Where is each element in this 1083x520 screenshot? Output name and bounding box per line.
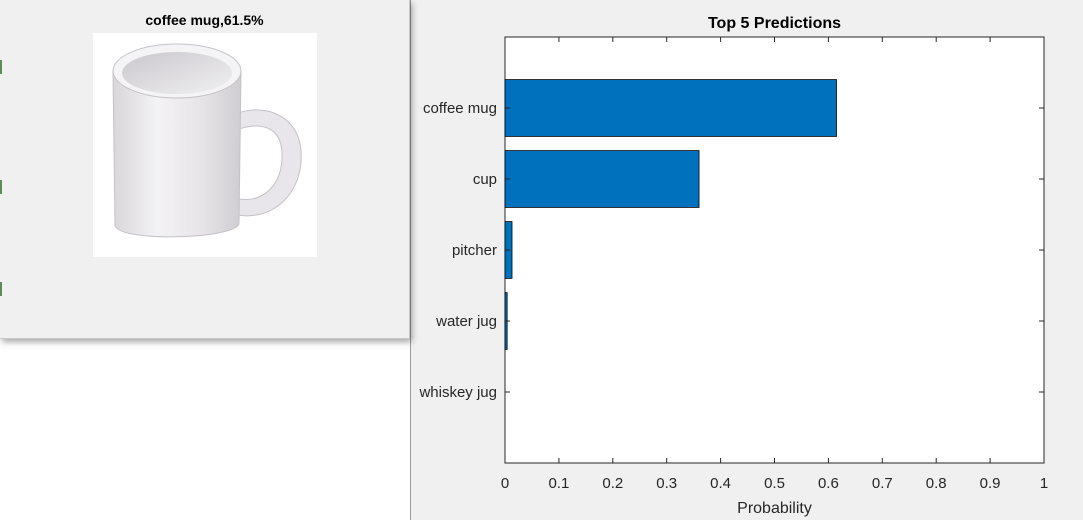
y-tick-label: pitcher	[452, 242, 497, 259]
window-edge-marker	[0, 180, 2, 194]
bars-group	[504, 79, 837, 350]
x-tick-label: 0.2	[602, 475, 623, 492]
y-tick-label: whiskey jug	[418, 384, 497, 401]
y-tick-label: water jug	[435, 313, 497, 330]
mug-picture	[112, 43, 302, 238]
y-tick-label: cup	[473, 171, 497, 188]
mug-image	[93, 33, 317, 257]
ticks-group	[504, 37, 1045, 463]
bar-coffee-mug	[504, 79, 837, 137]
x-tick-label: 0.7	[872, 475, 893, 492]
labels-group: coffee mug cup pitcher water jug whiskey jug…	[418, 100, 1048, 492]
x-axis-title: Probability	[737, 500, 812, 517]
x-tick-label: 0.1	[548, 475, 569, 492]
window-edge-marker	[0, 282, 2, 296]
y-tick-label: coffee mug	[423, 100, 497, 117]
image-title: coffee mug,61.5%	[145, 12, 264, 28]
x-tick-label: 1	[1040, 475, 1048, 492]
x-tick-label: 0.5	[764, 475, 785, 492]
x-tick-label: 0.6	[818, 475, 839, 492]
x-tick-label: 0	[501, 475, 509, 492]
window-edge-marker	[0, 60, 2, 74]
x-tick-label: 0.3	[656, 475, 677, 492]
bar-cup	[504, 150, 700, 208]
chart-title: Top 5 Predictions	[708, 15, 841, 32]
image-window[interactable]: coffee mug,61.5%	[0, 0, 410, 339]
window-border	[410, 0, 411, 520]
x-tick-label: 0.4	[710, 475, 731, 492]
x-tick-label: 0.9	[980, 475, 1001, 492]
x-tick-label: 0.8	[926, 475, 947, 492]
